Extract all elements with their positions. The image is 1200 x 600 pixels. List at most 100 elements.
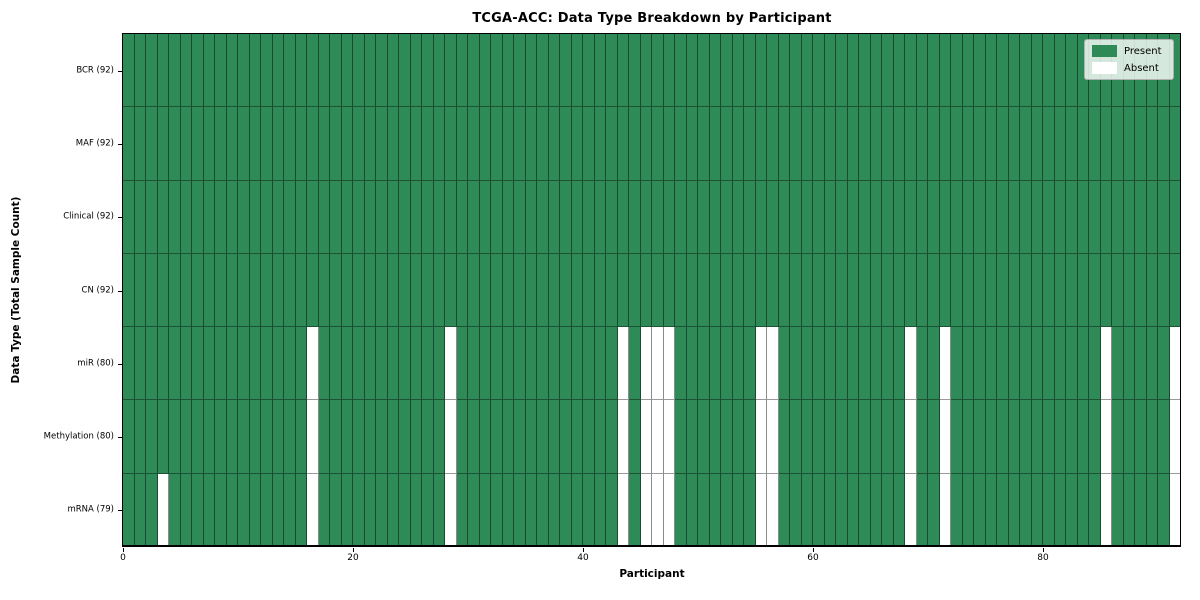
present-cell — [1054, 180, 1066, 254]
present-cell — [974, 253, 986, 328]
present-cell — [847, 107, 859, 181]
present-cell — [410, 180, 422, 254]
present-cell — [146, 107, 158, 181]
legend: Present Absent — [1084, 39, 1174, 80]
present-cell — [824, 107, 836, 181]
present-cell — [859, 253, 871, 328]
present-cell — [238, 327, 250, 401]
present-cell — [778, 327, 790, 401]
present-cell — [583, 473, 595, 547]
present-cell — [882, 327, 894, 401]
present-cell — [215, 253, 227, 328]
present-cell — [502, 327, 514, 401]
present-cell — [916, 180, 928, 254]
present-cell — [928, 473, 940, 547]
present-cell — [790, 253, 802, 328]
present-cell — [491, 253, 503, 328]
present-cell — [468, 34, 480, 108]
present-cell — [468, 253, 480, 328]
present-cell — [410, 473, 422, 547]
present-cell — [295, 253, 307, 328]
present-cell — [364, 34, 376, 108]
present-cell — [272, 180, 284, 254]
present-cell — [928, 34, 940, 108]
present-cell — [640, 180, 652, 254]
present-cell — [916, 473, 928, 547]
present-cell — [249, 34, 261, 108]
present-cell — [548, 107, 560, 181]
present-cell — [307, 34, 319, 108]
absent-cell — [1100, 473, 1112, 547]
present-cell — [548, 253, 560, 328]
present-cell — [629, 253, 641, 328]
present-cell — [571, 34, 583, 108]
y-tick-mark — [118, 70, 123, 72]
present-cell — [456, 253, 468, 328]
present-cell — [1008, 400, 1020, 474]
present-cell — [859, 327, 871, 401]
present-cell — [123, 34, 135, 108]
present-cell — [341, 107, 353, 181]
absent-cell — [307, 473, 319, 547]
present-cell — [272, 473, 284, 547]
present-cell — [146, 34, 158, 108]
present-cell — [1020, 473, 1032, 547]
legend-entry-present: Present — [1092, 45, 1166, 57]
present-cell — [1020, 253, 1032, 328]
present-cell — [226, 253, 238, 328]
present-cell — [962, 107, 974, 181]
present-cell — [249, 327, 261, 401]
present-cell — [744, 473, 756, 547]
present-cell — [813, 180, 825, 254]
present-cell — [272, 253, 284, 328]
present-cell — [169, 473, 181, 547]
present-cell — [215, 473, 227, 547]
present-cell — [997, 107, 1009, 181]
present-cell — [1112, 327, 1124, 401]
present-cell — [1146, 327, 1158, 401]
present-cell — [1054, 107, 1066, 181]
present-cell — [560, 180, 572, 254]
present-cell — [1031, 327, 1043, 401]
present-cell — [318, 327, 330, 401]
present-cell — [893, 400, 905, 474]
present-cell — [847, 180, 859, 254]
present-cell — [1089, 473, 1101, 547]
x-tick-label: 20 — [347, 553, 359, 563]
present-cell — [778, 473, 790, 547]
present-cell — [847, 253, 859, 328]
present-cell — [157, 253, 169, 328]
present-cell — [939, 107, 951, 181]
present-cell — [284, 107, 296, 181]
present-cell — [261, 327, 273, 401]
present-cell — [548, 473, 560, 547]
present-cell — [985, 253, 997, 328]
present-cell — [1077, 400, 1089, 474]
present-cell — [801, 473, 813, 547]
present-cell — [629, 107, 641, 181]
present-cell — [422, 34, 434, 108]
present-cell — [341, 34, 353, 108]
present-cell — [594, 327, 606, 401]
present-cell — [801, 327, 813, 401]
present-cell — [1043, 400, 1055, 474]
present-cell — [571, 400, 583, 474]
present-cell — [525, 327, 537, 401]
present-cell — [824, 180, 836, 254]
present-cell — [123, 253, 135, 328]
present-cell — [951, 400, 963, 474]
present-cell — [514, 34, 526, 108]
present-cell — [1077, 107, 1089, 181]
absent-cell — [307, 400, 319, 474]
present-cell — [1123, 473, 1135, 547]
present-cell — [433, 180, 445, 254]
present-cell — [1054, 473, 1066, 547]
present-cell — [169, 400, 181, 474]
present-cell — [1089, 180, 1101, 254]
present-cell — [686, 180, 698, 254]
present-cell — [1089, 107, 1101, 181]
present-cell — [284, 327, 296, 401]
present-cell — [813, 253, 825, 328]
present-cell — [1077, 327, 1089, 401]
y-tick-label-mir: miR (80) — [77, 358, 114, 369]
